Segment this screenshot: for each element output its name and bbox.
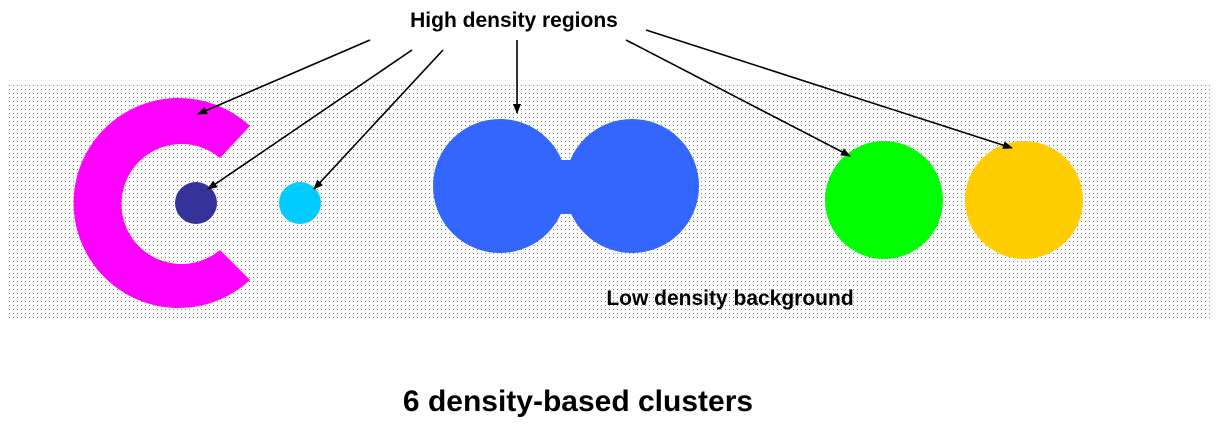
arrow-to-navy: [207, 49, 413, 190]
cluster-navy-dot: [175, 182, 217, 224]
cluster-blue-bridge: [540, 160, 592, 214]
arrow-to-yellow: [645, 29, 1013, 150]
low-density-label: Low density background: [606, 287, 853, 310]
cluster-green-circle: [825, 141, 943, 259]
cluster-blue-left-lobe: [433, 119, 567, 253]
arrow-to-magenta: [197, 39, 371, 115]
cluster-cyan-dot: [279, 182, 321, 224]
cluster-blue-right-lobe: [565, 119, 699, 253]
cluster-yellow-circle: [965, 141, 1083, 259]
arrows: [197, 29, 1013, 190]
arrow-to-cyan: [313, 49, 444, 190]
arrow-to-green: [625, 39, 851, 157]
diagram-caption: 6 density-based clusters: [403, 385, 753, 418]
cluster-magenta-crescent: [73, 98, 251, 309]
cluster-blue-double-blob: [433, 119, 699, 253]
high-density-label: High density regions: [410, 9, 618, 32]
